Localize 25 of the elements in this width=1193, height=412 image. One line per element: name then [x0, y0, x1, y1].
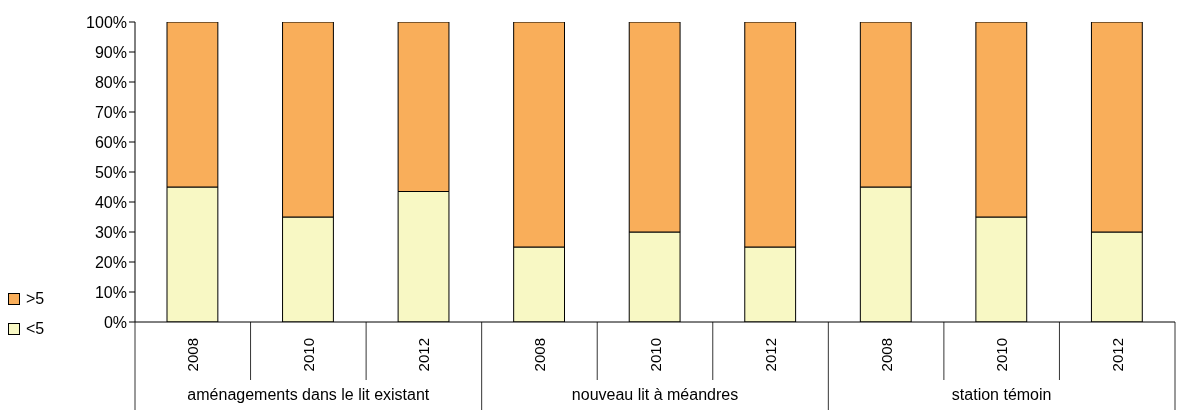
y-tick-label: 50% — [94, 163, 127, 181]
legend-label: <5 — [26, 319, 45, 339]
y-tick-label: 60% — [94, 133, 127, 151]
y-tick-label: 100% — [86, 13, 127, 31]
legend-label: >5 — [26, 289, 45, 309]
y-tick-label: 20% — [94, 253, 127, 271]
x-tick-label: 2010 — [646, 338, 664, 372]
y-tick-label: 10% — [94, 283, 127, 301]
x-tick-label: 2010 — [299, 338, 317, 372]
text: nouveau lit à méandres — [571, 386, 739, 403]
y-tick-label: 90% — [94, 43, 127, 61]
y-tick-label: 0% — [103, 313, 127, 331]
x-tick-label: 2008 — [184, 338, 202, 372]
text: station témoin — [951, 386, 1052, 403]
y-tick-label: 70% — [94, 103, 127, 121]
x-tick-label: 2012 — [415, 338, 433, 372]
x-tick-label: 2008 — [530, 338, 548, 372]
text: aménagements dans le lit existant — [187, 386, 430, 403]
x-tick-label: 2012 — [1108, 338, 1126, 372]
y-tick-label: 40% — [94, 193, 127, 211]
y-tick-label: 30% — [94, 223, 127, 241]
y-tick-label: 80% — [94, 73, 127, 91]
x-tick-label: 2010 — [993, 338, 1011, 372]
x-tick-label: 2008 — [877, 338, 895, 372]
x-tick-label: 2012 — [762, 338, 780, 372]
